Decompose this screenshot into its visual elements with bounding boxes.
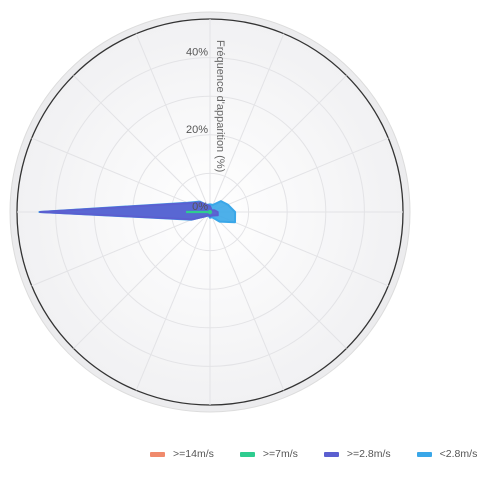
grid-spoke bbox=[135, 33, 211, 213]
grid-spoke bbox=[209, 75, 347, 213]
grid-spoke bbox=[209, 211, 285, 391]
radial-tick-label: 20% bbox=[186, 124, 208, 136]
grid-spoke bbox=[135, 211, 211, 391]
grid-spoke bbox=[31, 137, 211, 213]
radial-tick-label: 0% bbox=[192, 201, 208, 213]
grid-spoke bbox=[209, 137, 389, 213]
grid-spoke bbox=[209, 211, 347, 349]
legend-item[interactable]: <2.8m/s bbox=[416, 448, 478, 460]
legend-label: >=7m/s bbox=[262, 448, 298, 460]
legend-item[interactable]: >=14m/s bbox=[150, 448, 214, 460]
legend-label: <2.8m/s bbox=[439, 448, 478, 460]
legend-label: >=14m/s bbox=[173, 448, 214, 460]
grid-spoke bbox=[73, 211, 211, 349]
series-area-2-8m-s bbox=[39, 201, 219, 221]
grid-spoke bbox=[209, 33, 285, 213]
radial-tick-label: 40% bbox=[186, 47, 208, 59]
legend-item[interactable]: >=2.8m/s bbox=[323, 448, 391, 460]
radial-axis-title: Fréquence d'apparition (%) bbox=[214, 40, 226, 172]
legend-swatch bbox=[239, 451, 255, 457]
legend-label: >=2.8m/s bbox=[346, 448, 391, 460]
legend-swatch bbox=[416, 451, 432, 457]
grid-spoke bbox=[31, 211, 211, 287]
legend-swatch bbox=[323, 451, 339, 457]
legend-swatch bbox=[150, 451, 165, 457]
chart-legend: >=14m/s >=7m/s >=2.8m/s <2.8m/s bbox=[150, 446, 477, 462]
radial-tick-labels: 0% 20% 40% bbox=[186, 47, 208, 213]
grid-spoke bbox=[73, 75, 211, 213]
series-areas bbox=[38, 200, 237, 224]
grid-spoke bbox=[209, 211, 389, 287]
legend-item[interactable]: >=7m/s bbox=[239, 448, 298, 460]
